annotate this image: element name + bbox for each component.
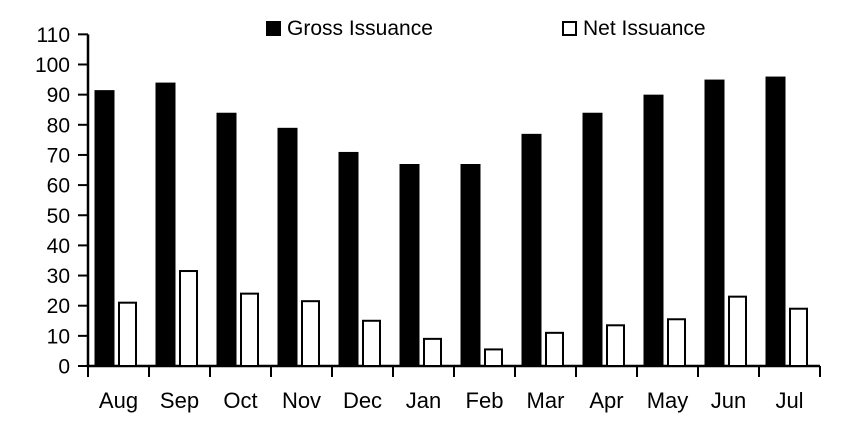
x-axis-month-label: Sep: [160, 388, 199, 413]
net-bar-nov: [301, 300, 320, 367]
y-axis-tick-label: 60: [47, 175, 70, 198]
y-axis-tick-label: 50: [47, 205, 70, 228]
y-axis-tick-label: 40: [47, 235, 70, 258]
x-axis-month-label: Apr: [589, 388, 623, 413]
gross-bar-apr: [582, 112, 603, 367]
legend-item-gross-issuance: Gross Issuance: [266, 18, 433, 39]
gross-bar-may: [643, 94, 664, 367]
x-axis-month-label: Oct: [223, 388, 257, 413]
x-axis-month-label: Jan: [406, 388, 441, 413]
net-bar-may: [667, 318, 686, 367]
x-axis-month-label: Dec: [343, 388, 382, 413]
y-axis-tick-label: 0: [58, 356, 70, 379]
x-axis-month-label: Aug: [99, 388, 138, 413]
y-axis-tick-label: 110: [37, 24, 70, 47]
gross-bar-mar: [521, 133, 542, 366]
net-bar-apr: [606, 324, 625, 367]
gross-bar-dec: [338, 151, 359, 366]
x-axis-month-label: Jun: [711, 388, 746, 413]
gross-bar-aug: [94, 90, 115, 366]
x-axis-month-label: Nov: [282, 388, 321, 413]
gross-bar-nov: [277, 127, 298, 366]
net-bar-feb: [484, 348, 503, 368]
gross-bar-jun: [704, 79, 725, 366]
gross-bar-sep: [155, 82, 176, 366]
y-axis-tick-label: 70: [47, 144, 70, 167]
net-bar-dec: [362, 319, 381, 367]
gross-bar-jul: [765, 76, 786, 366]
net-bar-aug: [118, 301, 137, 367]
net-bar-oct: [240, 292, 259, 368]
gross-issuance-swatch-icon: [266, 21, 281, 36]
net-bar-jun: [728, 295, 747, 367]
x-axis-month-label: Mar: [527, 388, 565, 413]
y-axis-tick-label: 100: [35, 54, 70, 77]
x-axis-month-label: Jul: [775, 388, 803, 413]
x-axis-month-label: Feb: [466, 388, 504, 413]
x-axis-month-label: May: [647, 388, 689, 413]
gross-bar-feb: [460, 163, 481, 366]
net-bar-mar: [545, 331, 564, 367]
gross-bar-oct: [216, 112, 237, 367]
y-axis-tick-label: 30: [47, 265, 70, 288]
net-bar-sep: [179, 270, 198, 367]
net-bar-jan: [423, 337, 442, 367]
net-issuance-swatch-icon: [562, 21, 577, 36]
legend-label-gross-issuance: Gross Issuance: [287, 17, 433, 40]
gross-bar-jan: [399, 163, 420, 366]
legend-label-net-issuance: Net Issuance: [583, 17, 706, 40]
y-axis-tick-label: 90: [47, 84, 70, 107]
y-axis-tick-label: 20: [47, 295, 70, 318]
y-axis-tick-label: 80: [47, 114, 70, 137]
legend-item-net-issuance: Net Issuance: [562, 18, 706, 39]
net-bar-jul: [789, 307, 808, 367]
y-axis-tick-label: 10: [47, 325, 70, 348]
